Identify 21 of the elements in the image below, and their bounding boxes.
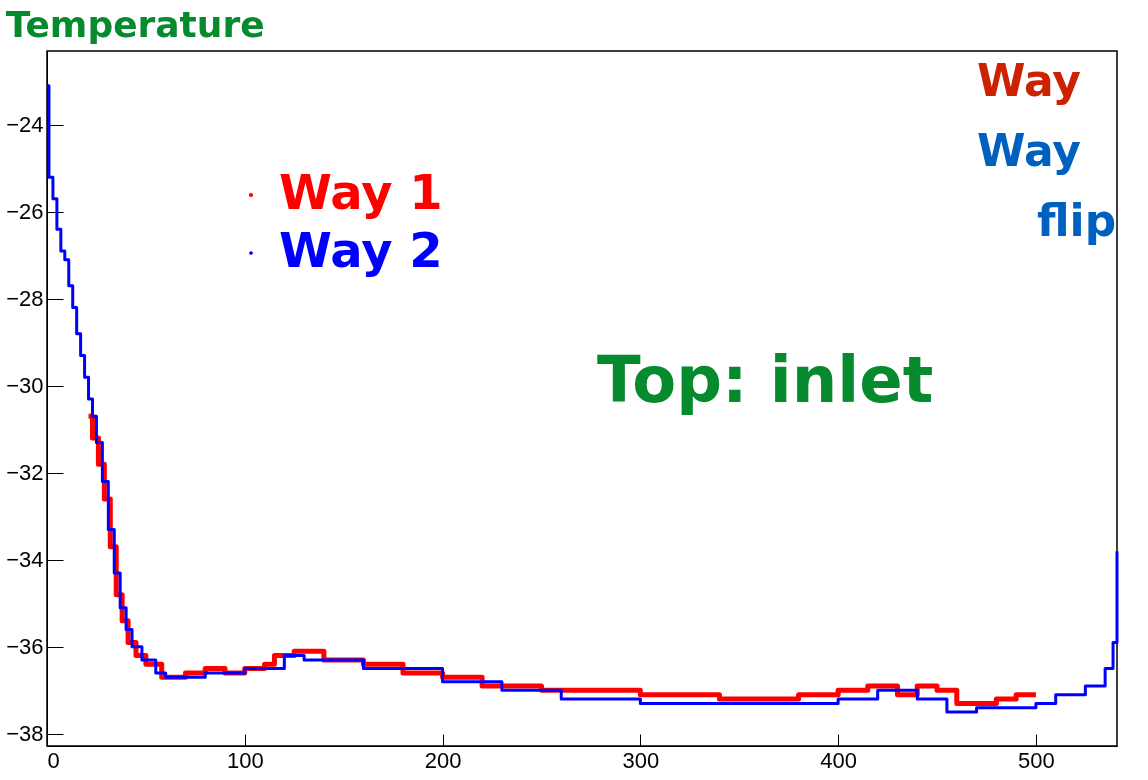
y-tick-label: −28 [6,286,44,312]
x-tick-label: 400 [820,747,857,773]
y-tick-label: −34 [6,547,44,573]
annotation: flip [1037,195,1117,246]
annotation: Top: inlet [597,343,934,417]
x-tick-label: 500 [1018,747,1055,773]
legend-label: Way 2 [279,222,443,278]
y-tick-label: −38 [6,721,44,747]
x-tick-label: 0 [47,747,60,773]
y-tick-label: −26 [6,199,44,225]
annotation: Way [977,55,1081,106]
y-tick-label: −32 [6,460,44,486]
x-tick-label: 200 [424,747,462,773]
chart-title: Temperature [5,4,265,45]
y-tick-label: −30 [6,373,44,399]
y-tick-label: −36 [6,634,44,660]
legend-label: Way 1 [279,164,443,220]
x-tick-label: 300 [622,747,660,773]
annotation: Way [977,125,1081,176]
y-tick-label: −24 [6,112,44,138]
x-tick-label: 100 [226,747,264,773]
